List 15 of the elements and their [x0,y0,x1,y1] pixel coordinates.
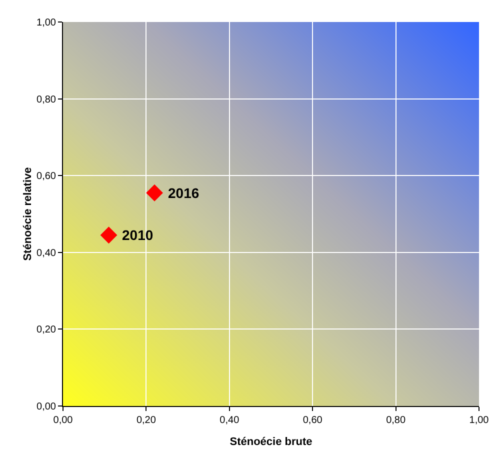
y-tick-label: 0,80 [36,94,56,106]
x-tick-label: 0,60 [302,415,323,426]
y-tick-label: 0,40 [36,248,56,259]
y-tick-label: 0,00 [36,402,56,412]
x-tick-label: 0,00 [53,415,74,426]
y-tick-label: 1,00 [36,18,56,28]
x-tick-label: 0,40 [220,415,240,426]
x-tick-label: 0,80 [386,415,406,426]
y-axis-title: Sténoécie relative [22,167,34,261]
x-axis-title: Sténoécie brute [230,436,312,448]
annotation: 2016 [168,185,200,201]
x-tick-label: 0,20 [136,415,156,426]
x-tick-label: 1,00 [469,415,490,426]
y-tick-label: 0,60 [36,171,56,182]
y-tick-label: 0,20 [36,324,56,336]
